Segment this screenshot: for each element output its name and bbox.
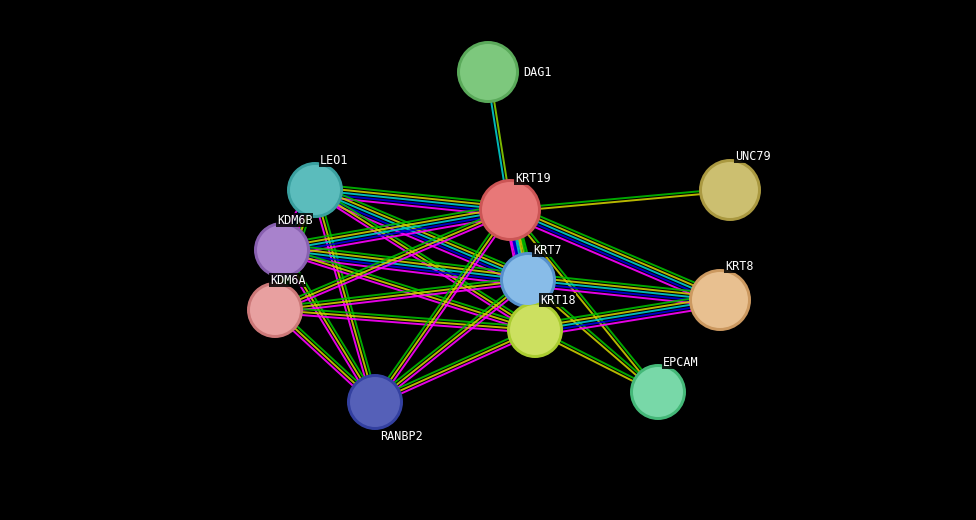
Text: EPCAM: EPCAM	[663, 356, 699, 369]
Text: KRT7: KRT7	[533, 243, 561, 256]
Text: KDM6B: KDM6B	[277, 214, 312, 227]
Circle shape	[290, 165, 340, 215]
Text: KRT19: KRT19	[515, 172, 550, 185]
Text: LEO1: LEO1	[320, 153, 348, 166]
Circle shape	[457, 41, 519, 103]
Text: KRT18: KRT18	[540, 293, 576, 306]
Circle shape	[247, 282, 303, 338]
Circle shape	[347, 374, 403, 430]
Circle shape	[503, 255, 553, 305]
Circle shape	[689, 269, 751, 331]
Circle shape	[633, 367, 683, 417]
Circle shape	[254, 222, 310, 278]
Text: RANBP2: RANBP2	[380, 431, 423, 444]
Text: UNC79: UNC79	[735, 150, 771, 162]
Circle shape	[702, 162, 758, 218]
Circle shape	[250, 285, 300, 335]
Circle shape	[510, 305, 560, 355]
Circle shape	[350, 377, 400, 427]
Circle shape	[630, 364, 686, 420]
Circle shape	[482, 182, 538, 238]
Text: DAG1: DAG1	[523, 66, 551, 79]
Text: KRT8: KRT8	[725, 259, 753, 272]
Circle shape	[257, 225, 307, 275]
Circle shape	[699, 159, 761, 221]
Circle shape	[692, 272, 748, 328]
Circle shape	[507, 302, 563, 358]
Text: KDM6A: KDM6A	[270, 274, 305, 287]
Circle shape	[500, 252, 556, 308]
Circle shape	[479, 179, 541, 241]
Circle shape	[460, 44, 516, 100]
Circle shape	[287, 162, 343, 218]
